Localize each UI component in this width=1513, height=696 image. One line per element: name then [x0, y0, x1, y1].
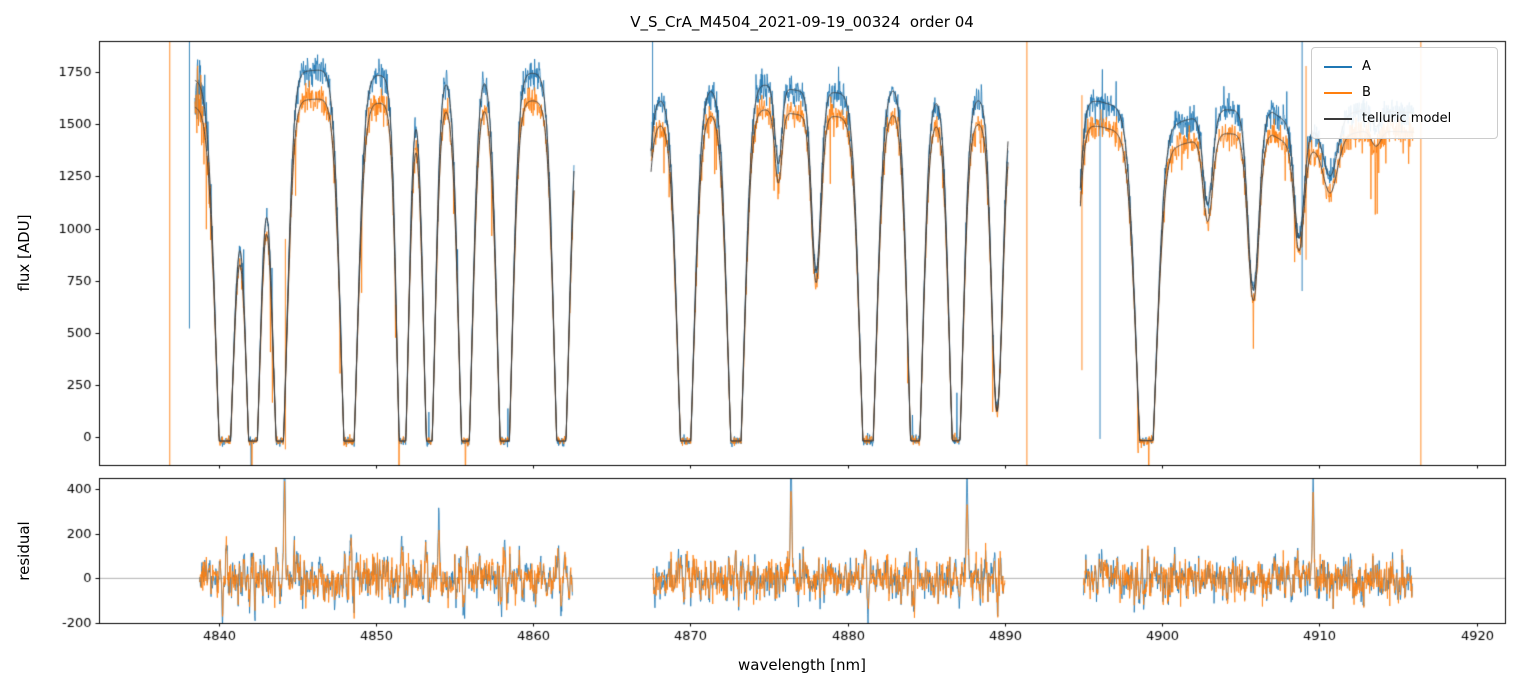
series-b-line-swatch — [1324, 92, 1352, 94]
legend-entry-a: A — [1314, 54, 1495, 80]
legend-entry-telluric-model: telluric model — [1314, 106, 1495, 132]
legend-entry-telluric-model-label: telluric model — [1362, 111, 1452, 126]
legend: A B telluric model — [1311, 47, 1498, 139]
series-a-line-swatch — [1324, 66, 1352, 68]
x-axis-label: wavelength [nm] — [738, 656, 866, 674]
legend-entry-b-label: B — [1362, 85, 1371, 100]
plot-title: V_S_CrA_M4504_2021-09-19_00324 order 04 — [630, 13, 974, 31]
legend-entry-b: B — [1314, 80, 1495, 106]
residual-y-axis-label: residual — [15, 521, 33, 581]
legend-entry-a-label: A — [1362, 59, 1371, 74]
flux-y-axis-label: flux [ADU] — [15, 214, 33, 292]
telluric-model-line-swatch — [1324, 118, 1352, 120]
